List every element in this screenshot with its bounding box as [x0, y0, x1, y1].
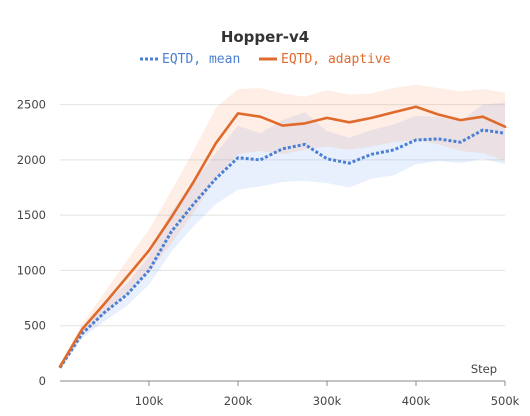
confidence-bands: [60, 84, 505, 370]
x-tick-label: 400k: [402, 394, 431, 408]
y-tick-label: 0: [39, 374, 46, 388]
series-lines: [58, 105, 507, 369]
legend-label-mean: EQTD, mean: [162, 52, 240, 67]
x-axis-label: Step: [471, 362, 497, 376]
grid: [60, 104, 505, 327]
band-mean: [60, 102, 505, 370]
y-axis-ticks: 0 500 1000 1500 2000 2500: [17, 98, 46, 388]
y-tick-label: 1500: [17, 208, 46, 222]
y-tick-label: 2000: [17, 153, 46, 167]
x-tick-label: 200k: [224, 394, 253, 408]
y-tick-label: 2500: [17, 98, 46, 112]
series-line-adaptive: [58, 105, 507, 368]
x-tick-label: 500k: [491, 394, 520, 408]
chart-title: Hopper-v4: [221, 28, 309, 46]
y-tick-label: 500: [24, 319, 46, 333]
band-adaptive: [60, 84, 505, 369]
x-tick-label: 100k: [135, 394, 164, 408]
legend-label-adaptive: EQTD, adaptive: [281, 52, 391, 67]
y-tick-label: 1000: [17, 263, 46, 277]
series-line-mean: [58, 128, 506, 369]
x-tick-label: 300k: [313, 394, 342, 408]
legend: EQTD, mean EQTD, adaptive: [140, 52, 391, 67]
x-axis-ticks: 100k 200k 300k 400k 500k: [135, 381, 520, 408]
